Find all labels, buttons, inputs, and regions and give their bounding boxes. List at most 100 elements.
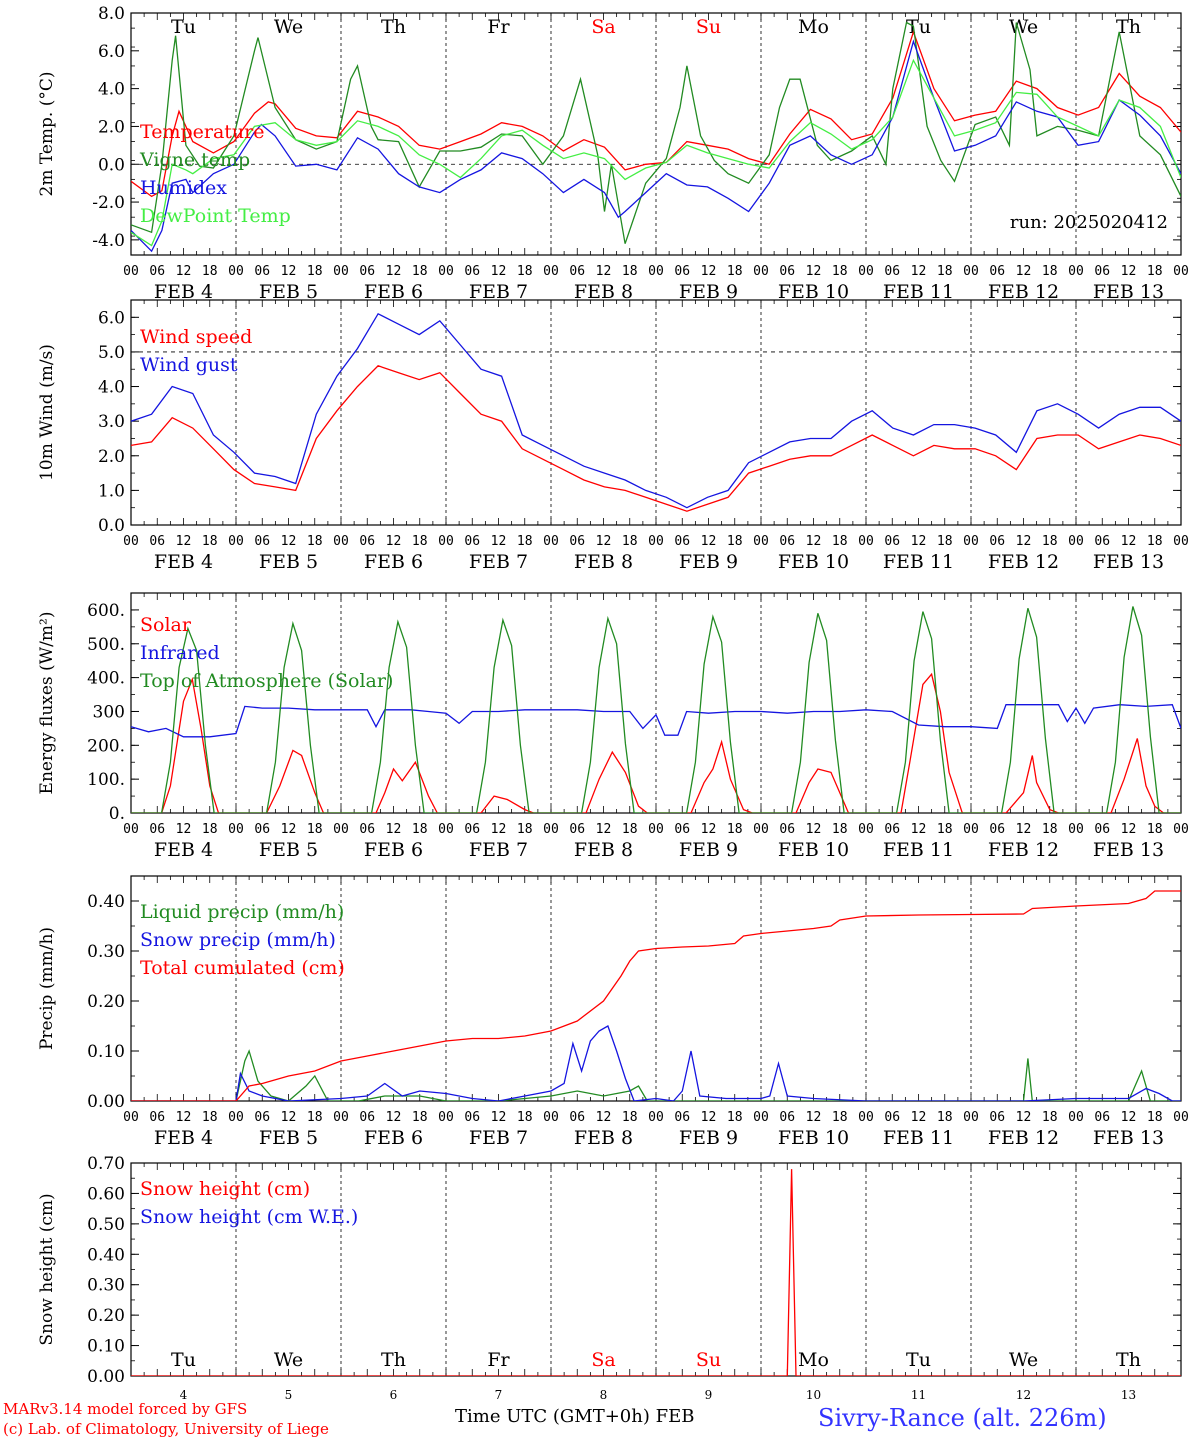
legend-entry: Infrared (140, 642, 220, 664)
hour-tick-label: 00 (648, 264, 664, 279)
weekday-label: Su (696, 1349, 721, 1371)
hour-tick-label: 12 (176, 822, 192, 837)
hour-tick-label: 12 (911, 264, 927, 279)
hour-tick-label: 06 (1094, 264, 1110, 279)
hour-tick-label: 00 (438, 822, 454, 837)
hour-tick-label: 00 (333, 534, 349, 549)
hour-tick-label: 00 (963, 264, 979, 279)
y-tick-label: 2.0 (98, 447, 125, 467)
hour-tick-label: 06 (989, 264, 1005, 279)
hour-tick-label: 12 (281, 822, 297, 837)
hour-tick-label: 18 (937, 1110, 953, 1125)
y-tick-label: 3.0 (98, 412, 125, 432)
day-number-label: 7 (495, 1388, 503, 1402)
weekday-label: Th (381, 1349, 406, 1371)
hour-tick-label: 06 (464, 1110, 480, 1125)
hour-tick-label: 12 (911, 822, 927, 837)
hour-tick-label: 06 (569, 534, 585, 549)
y-tick-label: 0.50 (87, 1215, 125, 1235)
hour-tick-label: 00 (1173, 1110, 1189, 1125)
hour-tick-label: 06 (359, 534, 375, 549)
hour-tick-label: 12 (1016, 534, 1032, 549)
hour-tick-label: 06 (149, 264, 165, 279)
hour-tick-label: 00 (753, 822, 769, 837)
hour-tick-label: 12 (1016, 1110, 1032, 1125)
hour-tick-label: 18 (1042, 264, 1058, 279)
hour-tick-label: 12 (701, 264, 717, 279)
hour-tick-label: 18 (1042, 822, 1058, 837)
hour-tick-label: 00 (753, 534, 769, 549)
hour-tick-label: 00 (333, 1110, 349, 1125)
hour-tick-label: 00 (123, 822, 139, 837)
hour-tick-label: 00 (753, 264, 769, 279)
hour-tick-label: 00 (1068, 264, 1084, 279)
hour-tick-label: 12 (386, 822, 402, 837)
hour-tick-label: 18 (937, 822, 953, 837)
legend-entry: Solar (140, 614, 192, 636)
legend-entry: Snow precip (mm/h) (140, 929, 336, 951)
hour-tick-label: 06 (989, 822, 1005, 837)
hour-tick-label: 18 (412, 1110, 428, 1125)
hour-tick-label: 06 (254, 264, 270, 279)
y-tick-label: 0.00 (87, 1092, 125, 1112)
hour-tick-label: 18 (412, 822, 428, 837)
y-axis-label: 2m Temp. (°C) (37, 71, 57, 196)
y-axis-label: Energy fluxes (W/m²) (37, 612, 57, 795)
day-date-label: FEB 4 (154, 839, 213, 861)
hour-tick-label: 12 (491, 534, 507, 549)
day-date-label: FEB 11 (883, 1127, 954, 1149)
hour-tick-label: 00 (1068, 534, 1084, 549)
hour-tick-label: 00 (123, 534, 139, 549)
y-tick-label: 4.0 (98, 378, 125, 398)
hour-tick-label: 06 (464, 822, 480, 837)
day-number-label: 12 (1016, 1388, 1031, 1402)
run-label: run: 2025020412 (1010, 212, 1168, 233)
day-date-label: FEB 8 (574, 551, 633, 573)
hour-tick-label: 00 (228, 822, 244, 837)
hour-tick-label: 00 (858, 822, 874, 837)
hour-tick-label: 06 (884, 1110, 900, 1125)
y-tick-label: 600. (87, 601, 125, 621)
hour-tick-label: 00 (543, 822, 559, 837)
legend-entry: Top of Atmosphere (Solar) (140, 670, 393, 692)
day-date-label: FEB 9 (679, 551, 738, 573)
day-date-label: FEB 7 (469, 839, 528, 861)
day-date-label: FEB 4 (154, 551, 213, 573)
series-line-temperature (131, 29, 1181, 198)
weekday-label: We (1009, 1349, 1038, 1371)
hour-tick-label: 18 (832, 264, 848, 279)
hour-tick-label: 06 (779, 822, 795, 837)
hour-tick-label: 12 (491, 1110, 507, 1125)
hour-tick-label: 06 (674, 1110, 690, 1125)
day-date-label: FEB 10 (778, 551, 849, 573)
hour-tick-label: 12 (281, 534, 297, 549)
day-date-label: FEB 6 (364, 551, 423, 573)
y-tick-label: 0.20 (87, 992, 125, 1012)
weekday-label: Sa (591, 1349, 615, 1371)
hour-tick-label: 00 (1068, 1110, 1084, 1125)
hour-tick-label: 00 (438, 264, 454, 279)
weekday-label: Tu (906, 1349, 931, 1371)
hour-tick-label: 00 (333, 822, 349, 837)
hour-tick-label: 18 (727, 264, 743, 279)
hour-tick-label: 18 (202, 1110, 218, 1125)
day-date-label: FEB 12 (988, 551, 1059, 573)
day-date-label: FEB 11 (883, 551, 954, 573)
hour-tick-label: 06 (989, 534, 1005, 549)
hour-tick-label: 00 (1173, 264, 1189, 279)
hour-tick-label: 12 (701, 822, 717, 837)
day-number-label: 11 (911, 1388, 926, 1402)
panel-5: 0.70 0.60 0.50 0.40 0.30 0.20 0.10 0.00 Snow hei… (37, 1154, 1182, 1402)
hour-tick-label: 18 (517, 822, 533, 837)
hour-tick-label: 06 (779, 534, 795, 549)
legend-entry: Snow height (cm W.E.) (140, 1206, 358, 1228)
legend-entry: Temperature (140, 121, 264, 143)
day-date-label: FEB 4 (154, 281, 213, 303)
y-tick-label: 0.00 (87, 1367, 125, 1387)
day-date-label: FEB 10 (778, 839, 849, 861)
day-number-label: 10 (806, 1388, 821, 1402)
weekday-label: Tu (171, 16, 196, 38)
hour-tick-label: 12 (176, 1110, 192, 1125)
hour-tick-label: 18 (517, 264, 533, 279)
hour-tick-label: 18 (202, 822, 218, 837)
